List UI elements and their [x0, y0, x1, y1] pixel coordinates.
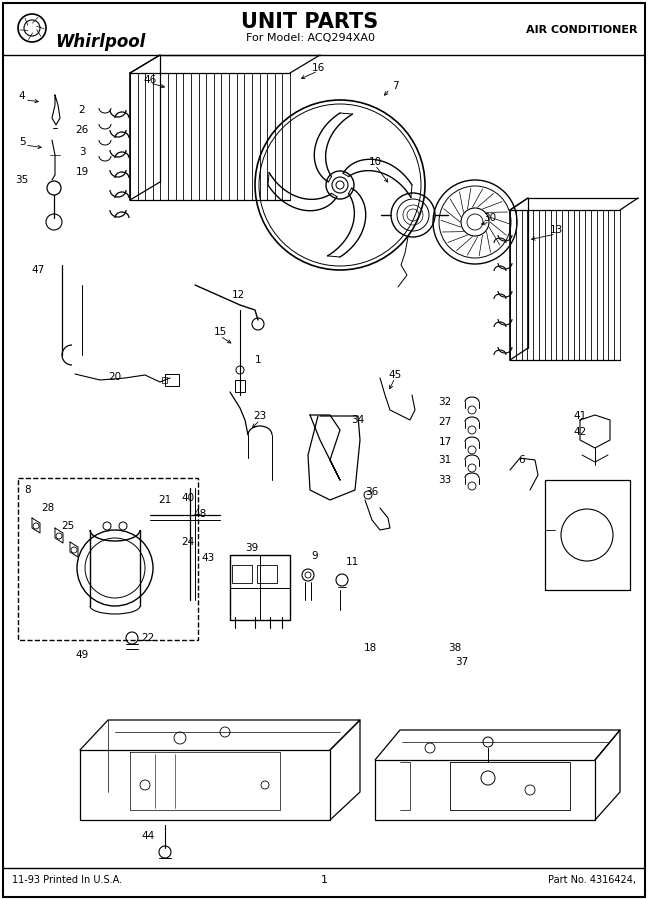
Text: 1: 1: [321, 875, 327, 885]
Bar: [257, 565, 277, 583]
Text: 30: 30: [483, 213, 496, 223]
Text: 39: 39: [246, 543, 259, 553]
Bar: [162, 377, 167, 383]
Text: 31: 31: [439, 455, 452, 465]
Text: 9: 9: [312, 551, 318, 561]
Text: 42: 42: [573, 427, 586, 437]
Text: 7: 7: [391, 81, 399, 91]
Bar: [235, 380, 245, 392]
Text: Part No. 4316424,: Part No. 4316424,: [548, 875, 636, 885]
Text: 5: 5: [19, 137, 25, 147]
Text: 6: 6: [518, 455, 526, 465]
Text: 13: 13: [550, 225, 562, 235]
Text: 12: 12: [231, 290, 245, 300]
Text: 22: 22: [141, 633, 155, 643]
Text: 37: 37: [456, 657, 469, 667]
Text: 18: 18: [364, 643, 376, 653]
Text: 21: 21: [158, 495, 172, 505]
Text: 43: 43: [202, 553, 214, 563]
Text: 38: 38: [448, 643, 461, 653]
Text: 27: 27: [439, 417, 452, 427]
Text: 32: 32: [439, 397, 452, 407]
Text: 36: 36: [365, 487, 378, 497]
Text: 17: 17: [439, 437, 452, 447]
Text: 33: 33: [439, 475, 452, 485]
Text: 25: 25: [62, 521, 75, 531]
Circle shape: [326, 171, 354, 199]
Text: 47: 47: [31, 265, 45, 275]
Text: 28: 28: [41, 503, 54, 513]
Text: UNIT PARTS: UNIT PARTS: [241, 12, 378, 32]
Text: 44: 44: [141, 831, 155, 841]
Text: 8: 8: [25, 485, 31, 495]
Text: 45: 45: [388, 370, 402, 380]
Text: 46: 46: [143, 75, 157, 85]
Bar: [165, 374, 179, 386]
Text: 40: 40: [181, 493, 194, 503]
Text: 49: 49: [75, 650, 89, 660]
Bar: [232, 565, 252, 583]
Text: 34: 34: [351, 415, 365, 425]
Text: 24: 24: [181, 537, 194, 547]
Text: 4: 4: [19, 91, 25, 101]
Text: 15: 15: [213, 327, 227, 337]
Text: 48: 48: [193, 509, 207, 519]
Text: 1: 1: [255, 355, 261, 365]
Text: 3: 3: [78, 147, 86, 157]
Text: 23: 23: [253, 411, 266, 421]
Text: Whirlpool: Whirlpool: [55, 33, 145, 51]
Text: 11: 11: [345, 557, 358, 567]
Bar: [230, 555, 290, 620]
Text: 10: 10: [369, 157, 382, 167]
Text: 16: 16: [312, 63, 325, 73]
Bar: [18, 478, 198, 640]
Text: 41: 41: [573, 411, 586, 421]
Text: 19: 19: [75, 167, 89, 177]
Text: AIR CONDITIONER: AIR CONDITIONER: [526, 25, 638, 35]
Text: 20: 20: [108, 372, 122, 382]
Text: For Model: ACQ294XA0: For Model: ACQ294XA0: [246, 33, 375, 43]
Text: 35: 35: [16, 175, 29, 185]
Text: 26: 26: [75, 125, 89, 135]
Text: 2: 2: [78, 105, 86, 115]
Text: 11-93 Printed In U.S.A.: 11-93 Printed In U.S.A.: [12, 875, 122, 885]
